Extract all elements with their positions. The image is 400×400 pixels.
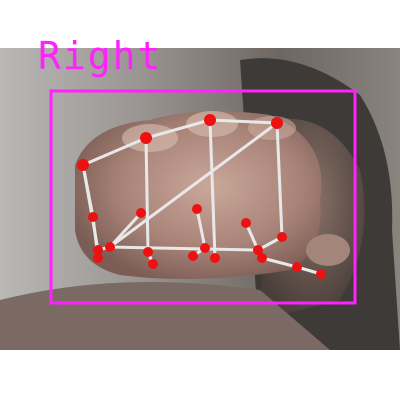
landmark-point — [292, 262, 302, 272]
landmark-point — [192, 204, 202, 214]
landmark-point — [105, 242, 115, 252]
landmark-point — [136, 208, 146, 218]
landmark-point — [93, 253, 103, 263]
hand-landmarks — [77, 114, 326, 279]
arm-shape — [0, 282, 330, 350]
camera-scene — [0, 48, 400, 350]
other-hand-shape — [306, 234, 350, 266]
landmark-point — [277, 232, 287, 242]
landmark-point — [93, 245, 103, 255]
landmark-point — [210, 253, 220, 263]
landmark-point — [88, 212, 98, 222]
detection-box — [49, 89, 357, 305]
landmark-point — [200, 243, 210, 253]
handedness-label: Right — [38, 34, 163, 78]
fist-shape — [75, 111, 322, 279]
landmark-point — [241, 218, 251, 228]
landmark-point — [77, 159, 89, 171]
landmark-point — [316, 269, 326, 279]
camera-photo — [0, 48, 400, 350]
landmark-point — [143, 247, 153, 257]
landmark-point — [271, 117, 283, 129]
landmark-point — [204, 114, 216, 126]
landmark-point — [140, 132, 152, 144]
landmark-point — [253, 245, 263, 255]
landmark-point — [188, 251, 198, 261]
landmark-point — [148, 259, 158, 269]
landmark-point — [257, 253, 267, 263]
